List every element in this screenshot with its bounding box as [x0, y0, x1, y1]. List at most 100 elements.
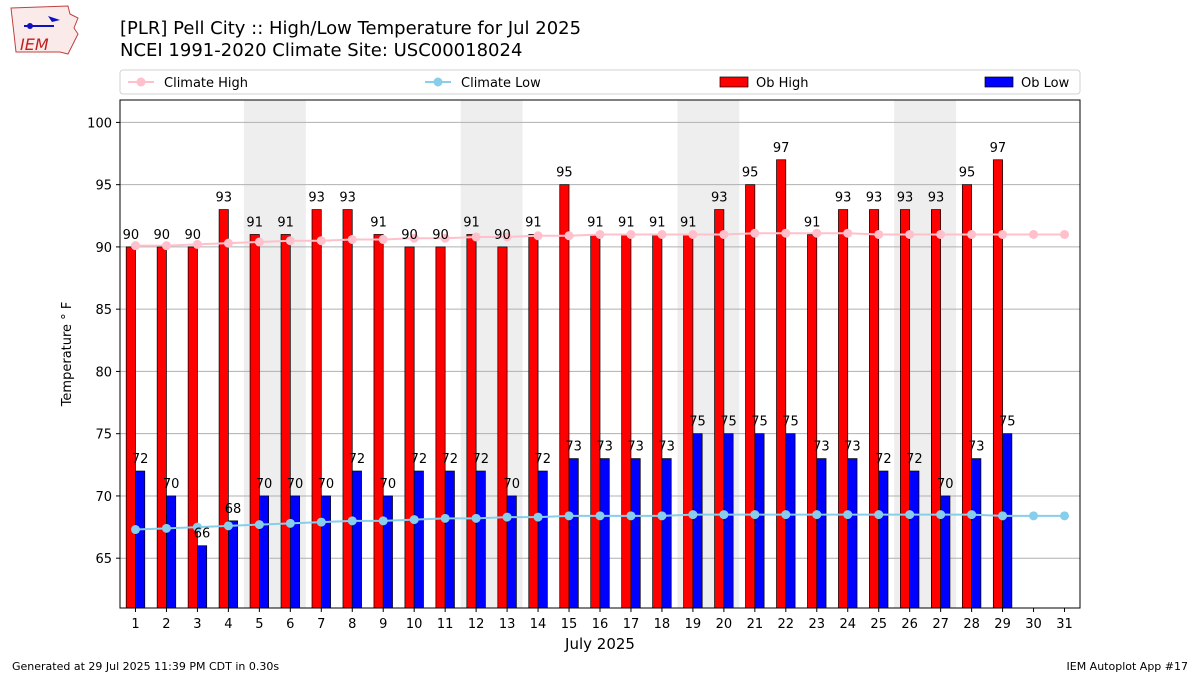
ob-high-label: 90: [494, 228, 511, 243]
ob-low-label: 73: [565, 440, 582, 455]
ob-high-label: 93: [928, 191, 945, 206]
ob-low-label: 73: [968, 440, 985, 455]
legend-box: [119, 69, 1081, 95]
climate-high-point: [192, 239, 202, 249]
climate-high-point: [998, 229, 1008, 239]
ob-low-label: 72: [442, 452, 459, 467]
ob-high-bar: [373, 234, 384, 609]
climate-high-point: [409, 233, 419, 243]
climate-high-point: [254, 237, 264, 247]
x-tick-label: 5: [255, 617, 263, 632]
climate-low-point: [781, 510, 791, 520]
ob-high-label: 93: [308, 191, 325, 206]
ob-high-label: 97: [773, 141, 790, 156]
ob-low-bar: [351, 470, 362, 609]
climate-high-point: [905, 229, 915, 239]
climate-high-point: [967, 229, 977, 239]
climate-low-point: [812, 510, 822, 520]
ob-low-bar: [692, 433, 703, 609]
x-tick-label: 13: [499, 617, 516, 632]
legend-ob-low-label: Ob Low: [1021, 76, 1070, 91]
climate-high-point: [161, 241, 171, 251]
ob-high-bar: [280, 234, 291, 609]
ob-low-label: 72: [349, 452, 366, 467]
climate-high-point: [688, 229, 698, 239]
ob-high-label: 90: [185, 228, 202, 243]
ob-low-bar: [909, 470, 920, 609]
y-tick-label: 95: [95, 179, 112, 194]
climate-low-point: [378, 516, 388, 526]
climate-low-point: [626, 511, 636, 521]
footer-app: IEM Autoplot App #17: [1066, 660, 1189, 673]
ob-low-label: 70: [256, 477, 273, 492]
x-tick-label: 17: [623, 617, 640, 632]
ob-high-bar: [528, 234, 539, 609]
ob-low-bar: [785, 433, 796, 609]
ob-low-label: 73: [627, 440, 644, 455]
ob-low-label: 73: [844, 440, 861, 455]
ob-low-bar: [599, 458, 610, 609]
ob-high-label: 90: [401, 228, 418, 243]
legend-ob-high-label: Ob High: [756, 76, 809, 91]
x-tick-label: 6: [286, 617, 294, 632]
ob-high-label: 95: [742, 166, 759, 181]
ob-high-bar: [621, 234, 632, 609]
legend-climate-high-label: Climate High: [164, 76, 248, 91]
climate-high-point: [812, 228, 822, 238]
ob-high-label: 95: [556, 166, 573, 181]
x-tick-label: 27: [932, 617, 949, 632]
ob-low-label: 72: [411, 452, 428, 467]
ob-high-label: 91: [370, 215, 387, 230]
ob-low-bar: [382, 495, 393, 609]
y-tick-label: 65: [95, 552, 112, 567]
climate-low-point: [130, 525, 140, 535]
ob-high-label: 97: [990, 141, 1007, 156]
ob-low-label: 68: [225, 502, 242, 517]
logo-text: IEM: [20, 35, 49, 54]
ob-high-bar: [187, 246, 198, 609]
ob-high-bar: [776, 159, 787, 609]
y-tick-label: 100: [87, 116, 112, 131]
ob-low-bar: [847, 458, 858, 609]
x-tick-label: 1: [131, 617, 139, 632]
climate-high-point: [719, 229, 729, 239]
ob-low-bar: [723, 433, 734, 609]
legend-ob-low-swatch: [984, 76, 1014, 88]
ob-high-bar: [311, 209, 322, 609]
climate-low-point: [657, 511, 667, 521]
ob-low-label: 66: [194, 527, 211, 542]
x-tick-label: 15: [561, 617, 578, 632]
ob-low-label: 70: [163, 477, 180, 492]
x-tick-label: 12: [468, 617, 485, 632]
x-tick-label: 10: [406, 617, 423, 632]
ob-low-bar: [754, 433, 765, 609]
ob-low-bar: [1002, 433, 1013, 609]
ob-low-label: 75: [689, 415, 706, 430]
climate-low-point: [440, 513, 450, 523]
ob-low-bar: [537, 470, 548, 609]
climate-low-point: [998, 511, 1008, 521]
x-tick-label: 25: [870, 617, 887, 632]
climate-high-point: [843, 228, 853, 238]
ob-low-bar: [259, 495, 269, 609]
iem-logo: IEM: [8, 4, 84, 64]
climate-high-point: [130, 241, 140, 251]
climate-high-point: [316, 236, 326, 246]
ob-high-bar: [590, 234, 601, 609]
ob-high-label: 91: [246, 215, 263, 230]
ob-high-label: 90: [154, 228, 171, 243]
ob-low-bar: [289, 495, 300, 609]
y-tick-label: 80: [95, 365, 112, 380]
climate-high-point: [533, 231, 543, 241]
ob-high-bar: [218, 209, 229, 609]
ob-low-label: 70: [380, 477, 397, 492]
climate-high-point: [440, 233, 450, 243]
x-tick-label: 3: [193, 617, 201, 632]
ob-high-label: 91: [277, 215, 294, 230]
x-tick-label: 8: [348, 617, 356, 632]
ob-high-bar: [435, 246, 446, 609]
ob-high-bar: [125, 246, 136, 609]
legend-climate-low-marker: [433, 77, 443, 87]
x-tick-label: 26: [901, 617, 918, 632]
